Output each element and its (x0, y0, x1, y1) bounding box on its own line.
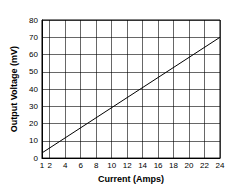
svg-text:24: 24 (216, 161, 225, 170)
svg-text:10: 10 (29, 136, 38, 145)
svg-text:6: 6 (78, 161, 83, 170)
svg-text:0: 0 (34, 154, 39, 163)
svg-text:2: 2 (48, 161, 53, 170)
svg-text:Current (Amps): Current (Amps) (98, 174, 164, 184)
svg-text:50: 50 (29, 67, 38, 76)
svg-text:60: 60 (29, 50, 38, 59)
svg-text:20: 20 (185, 161, 194, 170)
svg-text:8: 8 (94, 161, 99, 170)
svg-text:14: 14 (138, 161, 147, 170)
svg-text:10: 10 (107, 161, 116, 170)
svg-text:1: 1 (40, 161, 45, 170)
svg-text:4: 4 (63, 161, 68, 170)
svg-text:80: 80 (29, 16, 38, 25)
svg-text:70: 70 (29, 33, 38, 42)
svg-text:30: 30 (29, 102, 38, 111)
svg-text:40: 40 (29, 85, 38, 94)
svg-text:18: 18 (169, 161, 178, 170)
svg-text:22: 22 (200, 161, 209, 170)
svg-text:Output Voltage (mV): Output Voltage (mV) (9, 46, 19, 132)
svg-text:16: 16 (154, 161, 163, 170)
svg-text:12: 12 (123, 161, 132, 170)
svg-text:20: 20 (29, 119, 38, 128)
